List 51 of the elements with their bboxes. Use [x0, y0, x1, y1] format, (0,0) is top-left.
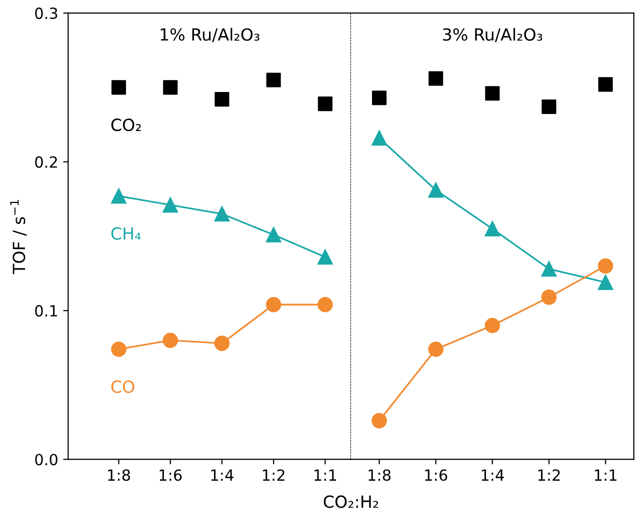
y-tick-label: 0.3 [35, 8, 58, 20]
point [428, 71, 444, 86]
point [318, 297, 333, 312]
point [266, 297, 282, 312]
x-tick-label: 1:1 [594, 470, 616, 481]
y-tick-label: 0.2 [35, 156, 57, 168]
point [214, 336, 230, 351]
point [214, 92, 230, 107]
series-label: CH₄ [111, 227, 141, 240]
point [372, 130, 387, 146]
x-tick-label: 1:8 [368, 469, 391, 481]
y-tick-label: 0.1 [35, 305, 58, 317]
point [485, 86, 500, 101]
point [598, 274, 614, 290]
series-label: CO [111, 380, 134, 393]
point [111, 188, 126, 204]
x-tick-label: 1:1 [314, 470, 336, 481]
x-tick-label: 1:6 [160, 469, 182, 481]
y-tick-label: 0.0 [35, 454, 58, 466]
point [598, 77, 613, 92]
x-axis-title: CO₂:H₂ [324, 495, 378, 508]
point [542, 99, 556, 114]
point [598, 258, 614, 274]
point [214, 206, 230, 222]
point [428, 182, 444, 198]
point [484, 318, 500, 334]
point [111, 80, 126, 95]
x-tick-label: 1:6 [425, 469, 448, 481]
x-tick-label: 1:4 [482, 470, 504, 481]
text: 1% Ru/Al₂O₃ [160, 28, 260, 42]
point [162, 332, 178, 348]
point [162, 197, 178, 213]
text: 3% Ru/Al₂O₃ [443, 28, 542, 42]
point [318, 249, 333, 265]
point [541, 290, 557, 305]
x-tick-label: 1:2 [262, 469, 284, 481]
point [163, 80, 178, 95]
point [266, 72, 281, 88]
series-label: CO₂ [111, 118, 141, 132]
point [372, 90, 387, 106]
point [428, 342, 444, 357]
point [318, 96, 332, 112]
point [266, 227, 282, 242]
point [541, 261, 557, 277]
x-tick-label: 1:8 [108, 469, 130, 481]
x-tick-label: 1:4 [211, 470, 234, 481]
point [484, 221, 500, 236]
y-axis-title: TOF / s$^{−1}$ [10, 200, 27, 274]
point [111, 342, 126, 357]
point [372, 413, 387, 428]
x-tick-label: 1:2 [538, 469, 560, 481]
